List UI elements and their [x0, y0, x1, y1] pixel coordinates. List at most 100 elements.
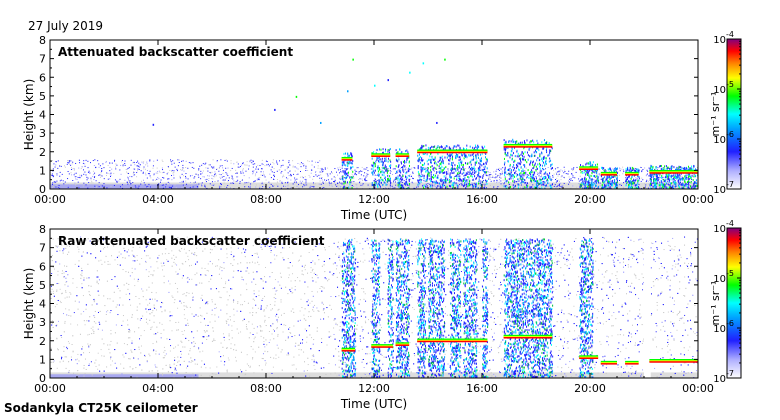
- cloud-speckle: [464, 182, 466, 185]
- cloud-speckle: [545, 142, 547, 145]
- cloud-speckle: [517, 142, 519, 145]
- speckle: [562, 185, 564, 187]
- cloud-speckle: [541, 164, 543, 167]
- speckle: [339, 169, 341, 171]
- cloud-speckle: [401, 178, 403, 181]
- speckle: [99, 165, 101, 167]
- speckle: [488, 178, 490, 180]
- speckle: [180, 169, 182, 171]
- x-tick-label: 04:00: [142, 193, 174, 206]
- speckle: [158, 178, 160, 180]
- cloud-speckle: [403, 164, 405, 167]
- cloud-speckle: [438, 159, 440, 162]
- cloud-speckle: [349, 176, 351, 179]
- cloud-speckle: [541, 152, 543, 155]
- speckle: [416, 186, 418, 188]
- speckle: [276, 160, 278, 162]
- speckle: [234, 181, 236, 183]
- cloud-speckle: [582, 172, 584, 175]
- cloud-speckle: [609, 177, 611, 180]
- cloud-speckle: [385, 166, 387, 169]
- speckle: [242, 163, 244, 165]
- cloud-speckle: [631, 185, 633, 188]
- speckle: [64, 181, 66, 183]
- speckle: [391, 185, 393, 187]
- speckle: [101, 175, 103, 177]
- speckle: [448, 181, 450, 183]
- speckle: [265, 160, 267, 162]
- cloud-speckle: [382, 163, 384, 166]
- cloud-speckle: [421, 147, 423, 150]
- cloud-speckle: [455, 157, 457, 160]
- cloud-speckle: [482, 147, 484, 150]
- speckle: [136, 165, 138, 167]
- cloud-speckle: [543, 176, 545, 179]
- speckle: [515, 181, 517, 183]
- speckle: [221, 184, 223, 186]
- speckle: [509, 182, 511, 184]
- speckle: [219, 165, 221, 167]
- speckle: [408, 187, 410, 189]
- cloud-speckle: [543, 183, 545, 186]
- cloud-speckle: [351, 162, 353, 165]
- speckle: [227, 175, 229, 177]
- cloud-speckle: [388, 157, 390, 160]
- speckle: [340, 178, 342, 180]
- speckle: [367, 170, 369, 172]
- speckle: [614, 167, 616, 169]
- speckle: [506, 173, 508, 175]
- cloud-speckle: [516, 173, 518, 176]
- speckle: [236, 161, 238, 163]
- cloud-speckle: [582, 187, 584, 189]
- speckle: [240, 172, 242, 174]
- speckle: [72, 180, 74, 182]
- y-tick-label: 1: [39, 164, 46, 177]
- speckle: [495, 170, 497, 172]
- speckle: [474, 168, 476, 170]
- speckle: [204, 185, 206, 187]
- cloud-base-core: [371, 155, 391, 157]
- speckle: [662, 185, 664, 187]
- speckle: [472, 169, 474, 171]
- cloud-speckle: [608, 181, 610, 184]
- cloud-speckle: [347, 152, 349, 155]
- speckle: [55, 181, 57, 183]
- cloud-speckle: [466, 156, 468, 159]
- cloud-speckle: [596, 163, 598, 166]
- speckle: [270, 169, 272, 171]
- speckle: [296, 174, 298, 176]
- speckle: [338, 185, 340, 187]
- speckle: [191, 185, 193, 187]
- cloud-speckle: [626, 181, 628, 184]
- cloud-speckle: [420, 161, 422, 164]
- cloud-speckle: [513, 146, 515, 149]
- speckle: [267, 163, 269, 165]
- cloud-speckle: [430, 180, 432, 183]
- speckle: [487, 171, 489, 173]
- speckle: [464, 174, 466, 176]
- speckle: [417, 186, 419, 188]
- cloud-speckle: [464, 176, 466, 179]
- speckle: [220, 177, 222, 179]
- cloud-speckle: [526, 175, 528, 178]
- speckle: [509, 167, 511, 169]
- speckle: [658, 175, 660, 177]
- speckle: [213, 184, 215, 186]
- cloud-speckle: [585, 163, 587, 166]
- speckle: [363, 175, 365, 177]
- cloud-speckle: [383, 174, 385, 177]
- cloud-speckle: [458, 159, 460, 162]
- cloud-speckle: [504, 148, 506, 151]
- speckle: [560, 182, 562, 184]
- cloud-speckle: [514, 140, 516, 143]
- cloud-speckle: [379, 179, 381, 182]
- speckle: [635, 187, 637, 189]
- cloud-speckle: [667, 173, 669, 176]
- speckle: [342, 170, 344, 172]
- cloud-speckle: [592, 161, 594, 164]
- cloud-speckle: [688, 175, 690, 178]
- cloud-speckle: [435, 180, 437, 183]
- noise-speckle: [561, 247, 563, 249]
- cloud-speckle: [637, 169, 639, 172]
- cloud-speckle: [435, 162, 437, 165]
